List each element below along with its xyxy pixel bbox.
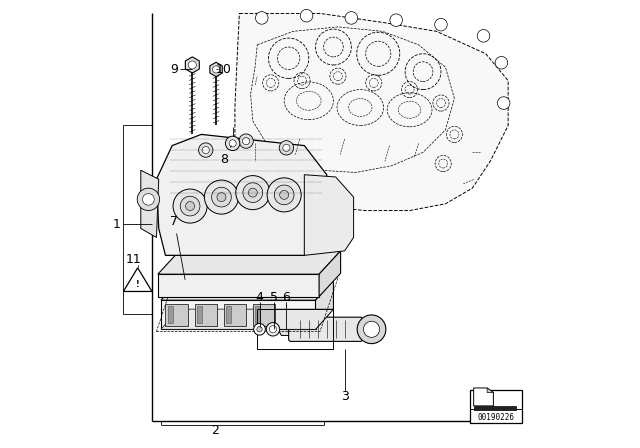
- Text: 9: 9: [170, 63, 179, 76]
- Circle shape: [282, 286, 291, 295]
- Circle shape: [280, 190, 289, 199]
- Circle shape: [137, 188, 159, 211]
- Text: 00190226: 00190226: [477, 413, 515, 422]
- Text: 1: 1: [112, 217, 120, 231]
- Circle shape: [243, 183, 262, 202]
- Circle shape: [225, 136, 240, 151]
- Circle shape: [364, 321, 380, 337]
- Polygon shape: [157, 134, 327, 255]
- Circle shape: [253, 323, 266, 335]
- Text: 4: 4: [255, 291, 264, 305]
- Text: 6: 6: [282, 291, 290, 305]
- Bar: [165, 304, 188, 326]
- Circle shape: [186, 202, 195, 211]
- Bar: [474, 406, 516, 410]
- Circle shape: [219, 286, 228, 295]
- Bar: [224, 304, 246, 326]
- Ellipse shape: [244, 259, 254, 266]
- Circle shape: [198, 143, 213, 157]
- Circle shape: [243, 138, 250, 145]
- Polygon shape: [319, 251, 340, 297]
- Ellipse shape: [289, 259, 299, 266]
- Polygon shape: [161, 309, 333, 329]
- FancyArrow shape: [499, 395, 517, 401]
- Circle shape: [202, 146, 209, 154]
- Circle shape: [212, 187, 231, 207]
- Circle shape: [283, 144, 290, 151]
- Circle shape: [495, 56, 508, 69]
- Bar: [197, 306, 202, 323]
- Polygon shape: [316, 280, 333, 329]
- Polygon shape: [161, 280, 333, 300]
- Circle shape: [357, 315, 386, 344]
- Bar: [168, 306, 173, 323]
- Circle shape: [204, 180, 239, 214]
- Circle shape: [435, 18, 447, 31]
- Circle shape: [477, 30, 490, 42]
- Circle shape: [275, 185, 294, 205]
- Text: 7: 7: [170, 215, 185, 280]
- Ellipse shape: [218, 256, 228, 263]
- Polygon shape: [158, 251, 340, 274]
- Circle shape: [188, 286, 197, 295]
- Polygon shape: [305, 175, 353, 255]
- Polygon shape: [474, 388, 493, 406]
- Circle shape: [229, 140, 236, 147]
- Polygon shape: [235, 13, 508, 211]
- Text: 3: 3: [340, 390, 349, 403]
- Bar: [226, 306, 231, 323]
- Polygon shape: [161, 300, 316, 329]
- Polygon shape: [124, 268, 152, 292]
- Bar: [255, 306, 260, 323]
- Bar: [253, 304, 275, 326]
- Text: 11: 11: [125, 253, 141, 267]
- Circle shape: [173, 189, 207, 223]
- Text: 8: 8: [220, 146, 231, 166]
- Circle shape: [255, 12, 268, 24]
- Polygon shape: [487, 388, 493, 392]
- Circle shape: [497, 97, 510, 109]
- Circle shape: [267, 178, 301, 212]
- Circle shape: [269, 326, 276, 333]
- FancyBboxPatch shape: [289, 317, 362, 341]
- Text: !: !: [136, 280, 140, 289]
- Circle shape: [390, 14, 403, 26]
- Ellipse shape: [307, 256, 317, 263]
- Circle shape: [257, 327, 262, 332]
- Circle shape: [345, 12, 358, 24]
- Bar: [195, 304, 217, 326]
- Circle shape: [180, 196, 200, 216]
- Ellipse shape: [262, 256, 273, 263]
- Circle shape: [212, 66, 220, 73]
- Polygon shape: [141, 170, 159, 237]
- Text: 2: 2: [211, 424, 219, 438]
- Polygon shape: [158, 274, 319, 297]
- Text: 5: 5: [270, 291, 278, 305]
- Circle shape: [248, 188, 257, 197]
- Circle shape: [300, 9, 313, 22]
- Circle shape: [239, 134, 253, 148]
- Circle shape: [143, 194, 154, 205]
- Bar: [470, 390, 522, 423]
- Circle shape: [236, 176, 270, 210]
- Text: 10: 10: [216, 63, 232, 76]
- Circle shape: [279, 141, 294, 155]
- Circle shape: [266, 323, 280, 336]
- Circle shape: [251, 286, 260, 295]
- Circle shape: [188, 61, 196, 69]
- Circle shape: [217, 193, 226, 202]
- Ellipse shape: [200, 259, 209, 266]
